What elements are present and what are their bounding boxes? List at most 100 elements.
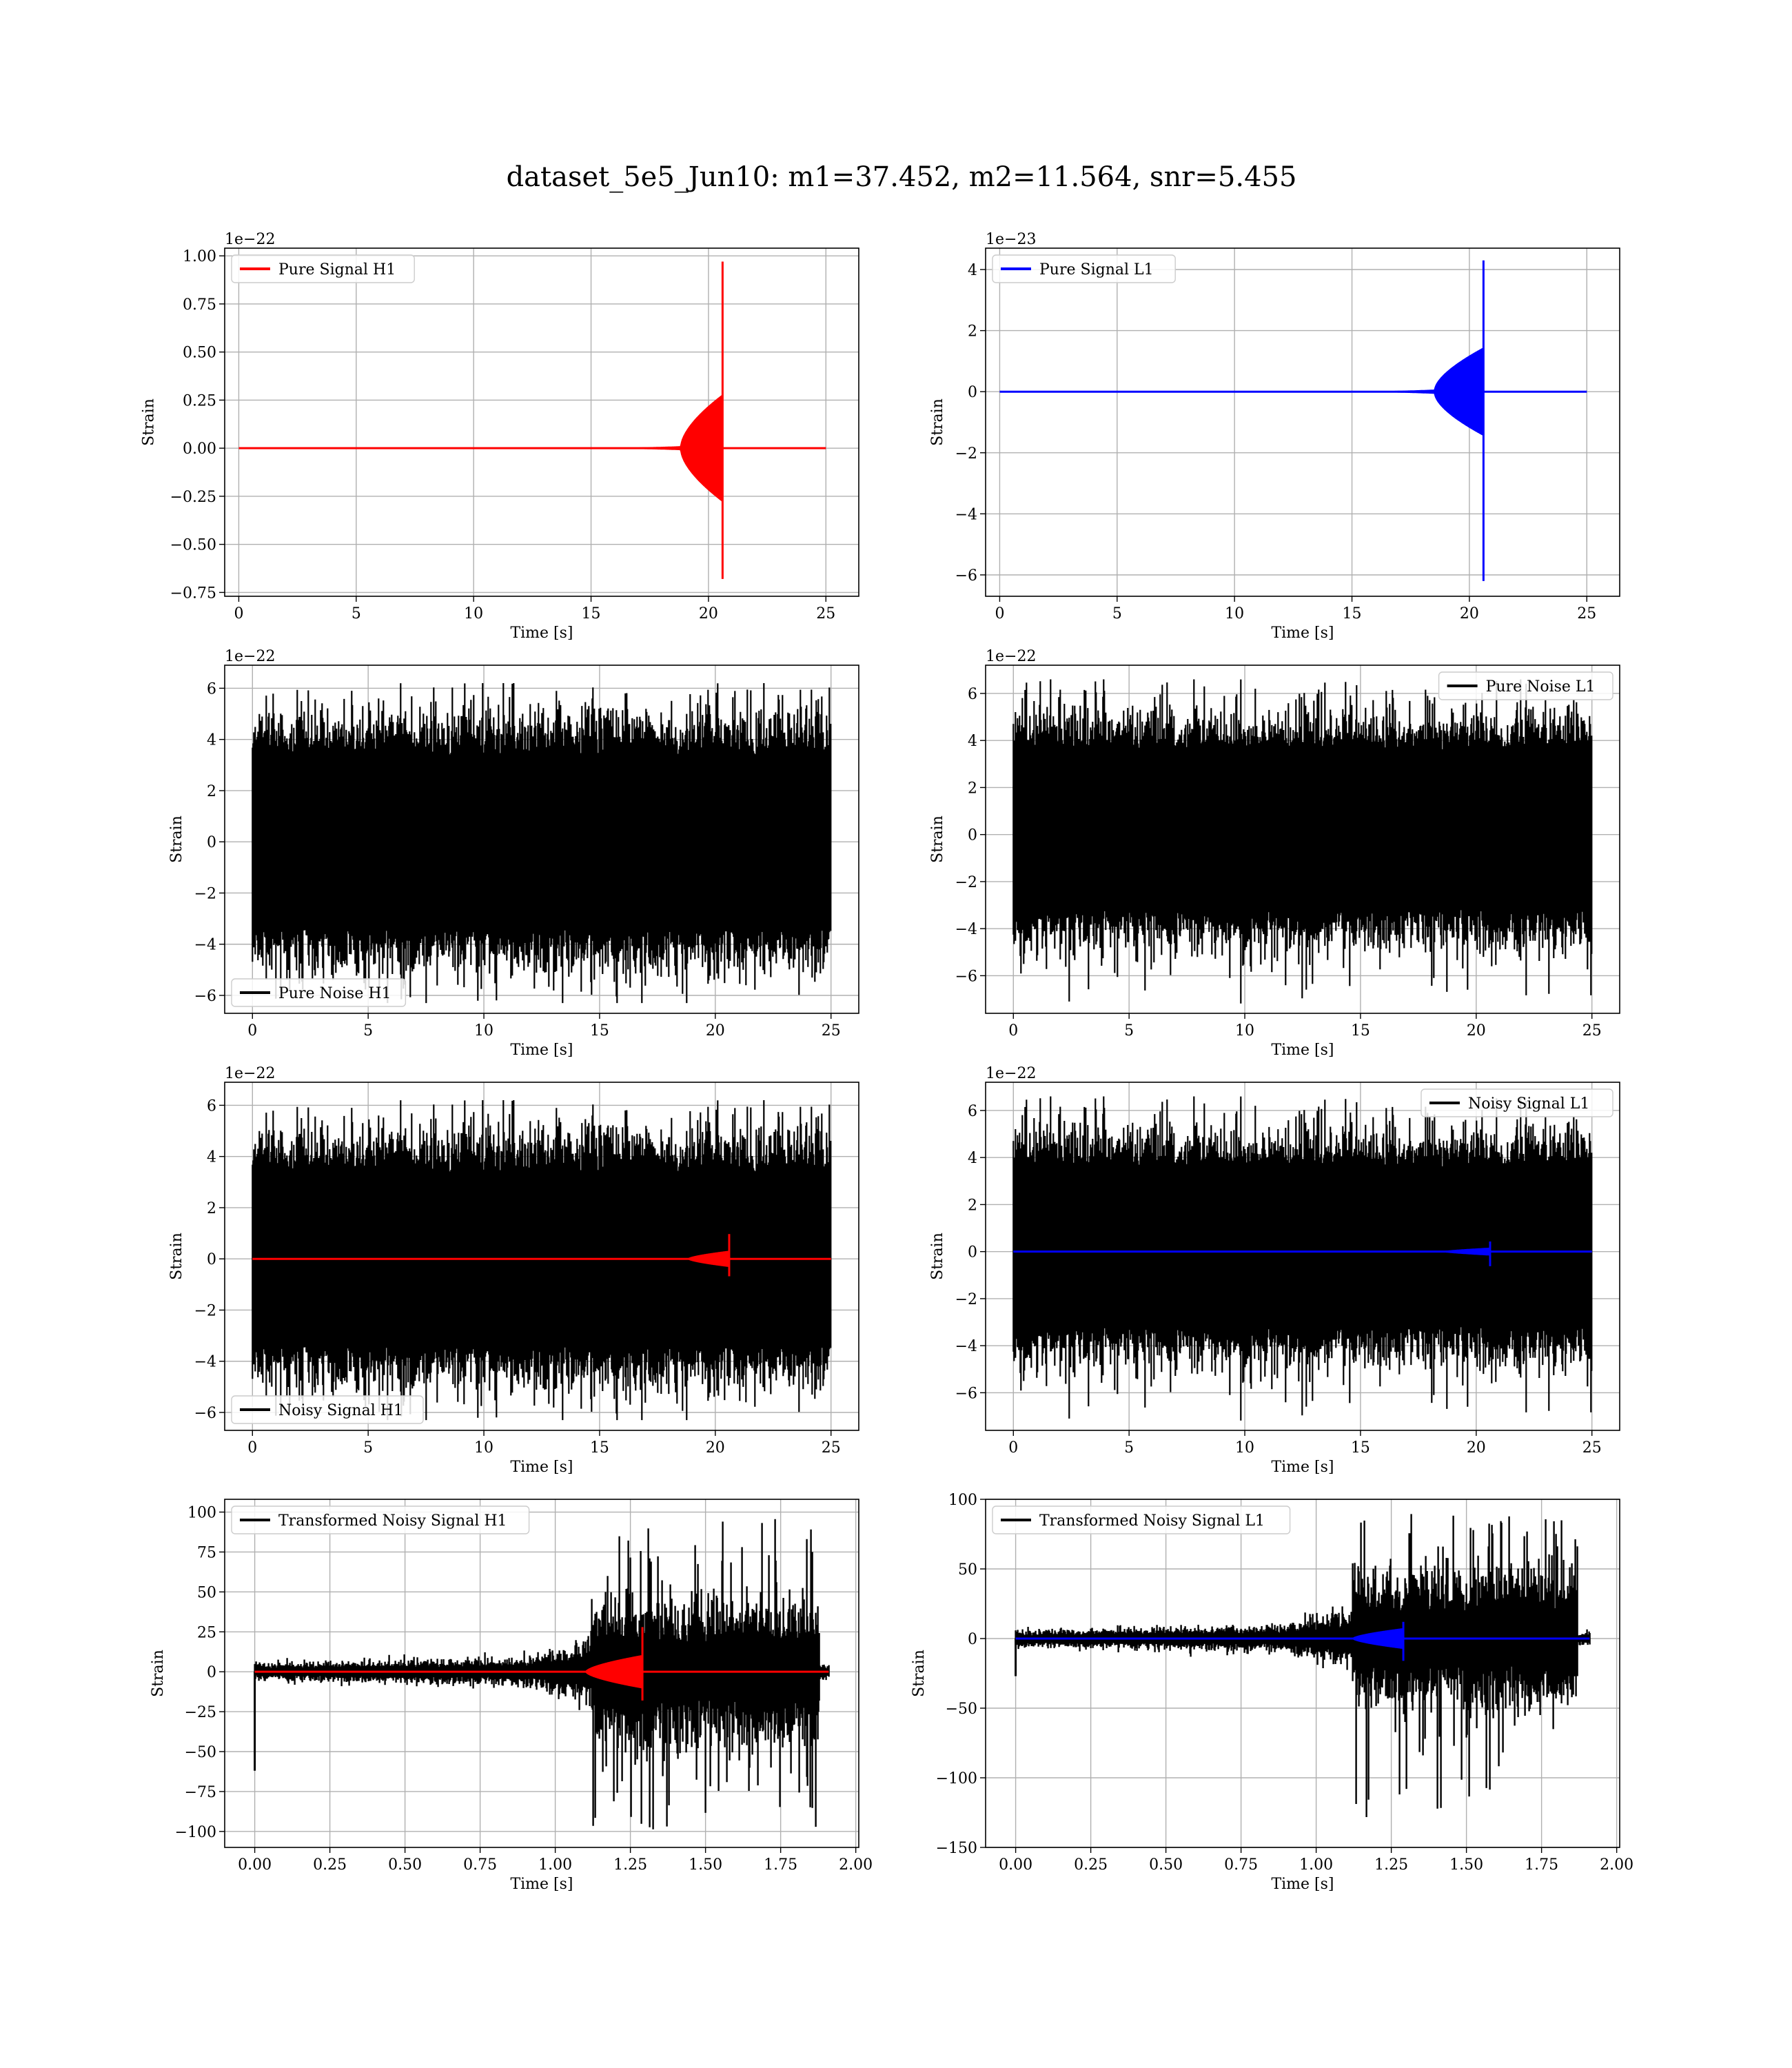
transformed-noisy-signal-h1-axes-frame [224, 1499, 859, 1848]
pure-noise-h1-xtick-label: 20 [706, 1022, 725, 1040]
pure-noise-l1-ytick-label: −6 [955, 968, 977, 985]
noisy-signal-h1-ytick-label: 6 [207, 1097, 216, 1115]
pure-noise-l1-xtick-label: 25 [1582, 1022, 1602, 1040]
transformed-noisy-signal-h1-xtick-label: 0.50 [388, 1856, 422, 1874]
subplot-transformed-noisy-signal-h1: 0.00 0.25 0.50 0.75 1.00 1.25 1.50 1.75 2.00 100 7… [150, 1499, 873, 1893]
noisy-signal-l1-xtick-label: 20 [1467, 1439, 1486, 1457]
pure-noise-l1-noise-trace [1012, 679, 1593, 1004]
noisy-signal-l1-ytick-label: 6 [968, 1103, 977, 1120]
noisy-signal-h1-ytick-label: 2 [207, 1200, 216, 1217]
noisy-signal-l1-legend-label: Noisy Signal L1 [1468, 1095, 1589, 1113]
pure-signal-h1-legend-label: Pure Signal H1 [278, 261, 396, 278]
noisy-signal-l1-xtick-label: 10 [1235, 1439, 1254, 1457]
pure-signal-h1-data [238, 261, 826, 579]
pure-signal-l1-ytick-label: 0 [968, 384, 977, 401]
pure-noise-l1-ytick-label: −2 [955, 874, 977, 891]
transformed-noisy-signal-h1-xtick-label: 1.50 [689, 1856, 722, 1874]
transformed-noisy-signal-h1-ytick-label: 25 [197, 1624, 216, 1641]
transformed-noisy-signal-h1-ytick-label: 100 [187, 1505, 216, 1522]
noisy-signal-l1-xtick-label: 5 [1124, 1439, 1134, 1457]
transformed-noisy-signal-h1-xtick-label: 0.00 [238, 1856, 272, 1874]
pure-noise-l1-ylabel: Strain [929, 815, 946, 863]
pure-signal-l1-legend-label: Pure Signal L1 [1039, 261, 1154, 278]
pure-signal-l1-xtick-label: 20 [1460, 605, 1479, 622]
pure-noise-h1-ytick-label: 0 [207, 834, 216, 851]
transformed-noisy-signal-l1-legend-box [992, 1506, 1291, 1534]
pure-noise-h1-legend-box [231, 978, 407, 1007]
transformed-noisy-signal-l1-axes-frame [985, 1499, 1620, 1848]
pure-noise-h1-data [252, 683, 832, 1004]
noisy-signal-h1-legend-label: Noisy Signal H1 [278, 1402, 403, 1419]
pure-noise-h1-ytick-label: 4 [207, 732, 216, 749]
subplot-grid: 0 5 10 15 20 251.000.750.500.250.00−0.25−0.50… [141, 231, 1634, 1893]
pure-signal-l1-ytick-label: 2 [968, 323, 977, 341]
pure-signal-h1-ytick-label: −0.75 [170, 585, 216, 602]
pure-noise-h1-ytick-label: −4 [194, 937, 216, 954]
transformed-noisy-signal-l1-xtick-label: 0.25 [1074, 1856, 1108, 1874]
transformed-noisy-signal-h1-ytick-label: 0 [207, 1664, 216, 1681]
pure-signal-h1-ytick-label: 0.25 [183, 392, 216, 409]
pure-noise-l1-axes-frame [985, 665, 1620, 1014]
noisy-signal-l1-legend: Noisy Signal L1 [1421, 1088, 1613, 1117]
pure-signal-l1-xlabel: Time [s] [1271, 625, 1334, 642]
noisy-signal-h1-ytick-label: 0 [207, 1251, 216, 1268]
subplot-pure-signal-h1: 0 5 10 15 20 25 1.00 0.75 0.50 0.25 0.00 −0.25 −0.50… [141, 231, 859, 642]
pure-noise-l1-xtick-label: 5 [1124, 1022, 1134, 1040]
pure-noise-h1-ytick-label: −6 [194, 988, 216, 1005]
noisy-signal-l1-ytick-label: −4 [955, 1338, 977, 1355]
noisy-signal-h1-ytick-label: −2 [194, 1302, 216, 1319]
transformed-noisy-signal-l1-xlabel: Time [s] [1271, 1876, 1334, 1893]
pure-signal-h1-xtick-label: 25 [816, 605, 835, 622]
pure-noise-h1-ytick-label: −2 [194, 885, 216, 902]
pure-signal-h1-axes-frame [224, 247, 859, 597]
transformed-noisy-signal-l1-ytick-label: 100 [948, 1492, 977, 1509]
noisy-signal-h1-axes-frame [224, 1082, 859, 1431]
noisy-signal-l1-ytick-label: 4 [968, 1150, 977, 1167]
transformed-noisy-signal-h1-xtick-label: 0.75 [463, 1856, 497, 1874]
pure-noise-l1-ytick-label: 4 [968, 733, 977, 750]
transformed-noisy-signal-l1-xtick-label: 2.00 [1600, 1856, 1633, 1874]
pure-noise-l1-ytick-label: 6 [968, 686, 977, 703]
pure-noise-l1-legend: Pure Noise L1 [1438, 671, 1613, 700]
transformed-noisy-signal-l1-ytick-label: −50 [946, 1701, 977, 1718]
transformed-noisy-signal-h1-xtick-label: 1.25 [613, 1856, 647, 1874]
pure-signal-l1-offset-text: 1e−23 [986, 231, 1036, 248]
pure-signal-h1-offset-text: 1e−22 [225, 231, 275, 248]
transformed-noisy-signal-l1-ytick-label: 0 [968, 1631, 977, 1648]
transformed-noisy-signal-l1-xtick-label: 1.75 [1525, 1856, 1558, 1874]
pure-signal-h1-xlabel: Time [s] [510, 625, 573, 642]
noisy-signal-h1-ytick-label: −4 [194, 1354, 216, 1371]
transformed-noisy-signal-h1-xtick-label: 2.00 [839, 1856, 873, 1874]
pure-noise-l1-xtick-label: 0 [1008, 1022, 1018, 1040]
transformed-noisy-signal-h1-ylabel: Strain [150, 1650, 167, 1697]
pure-noise-h1-xtick-label: 25 [822, 1022, 841, 1040]
noisy-signal-h1-xtick-label: 5 [363, 1439, 373, 1457]
pure-signal-l1-xtick-label: 0 [995, 605, 1004, 622]
pure-noise-l1-ytick-label: −4 [955, 921, 977, 938]
pure-noise-h1-ylabel: Strain [168, 815, 185, 863]
pure-signal-l1-ytick-label: −4 [955, 506, 977, 523]
noisy-signal-h1-offset-text: 1e−22 [225, 1065, 275, 1082]
transformed-noisy-signal-l1-ytick-label: 50 [958, 1561, 977, 1579]
pure-noise-l1-legend-box [1438, 671, 1613, 700]
pure-noise-h1-xtick-label: 5 [363, 1022, 373, 1040]
pure-noise-h1-xtick-label: 15 [590, 1022, 609, 1040]
pure-signal-l1-data [999, 260, 1587, 581]
transformed-noisy-signal-l1-legend: Transformed Noisy Signal L1 [992, 1506, 1291, 1534]
transformed-noisy-signal-h1-ytick-label: −100 [175, 1824, 216, 1841]
pure-signal-l1-xtick-label: 15 [1343, 605, 1362, 622]
noisy-signal-l1-xtick-label: 25 [1582, 1439, 1602, 1457]
pure-noise-l1-xtick-label: 10 [1235, 1022, 1254, 1040]
pure-signal-h1-ytick-label: 0.00 [183, 440, 216, 458]
transformed-noisy-signal-h1-xtick-label: 1.00 [538, 1856, 572, 1874]
pure-signal-h1-ytick-label: 0.75 [183, 296, 216, 314]
noisy-signal-h1-ylabel: Strain [168, 1233, 185, 1280]
noisy-signal-h1-xlabel: Time [s] [510, 1459, 573, 1476]
pure-signal-l1-xtick-label: 5 [1112, 605, 1122, 622]
pure-noise-l1-xtick-label: 20 [1467, 1022, 1486, 1040]
pure-signal-h1-ytick-label: 0.50 [183, 345, 216, 362]
